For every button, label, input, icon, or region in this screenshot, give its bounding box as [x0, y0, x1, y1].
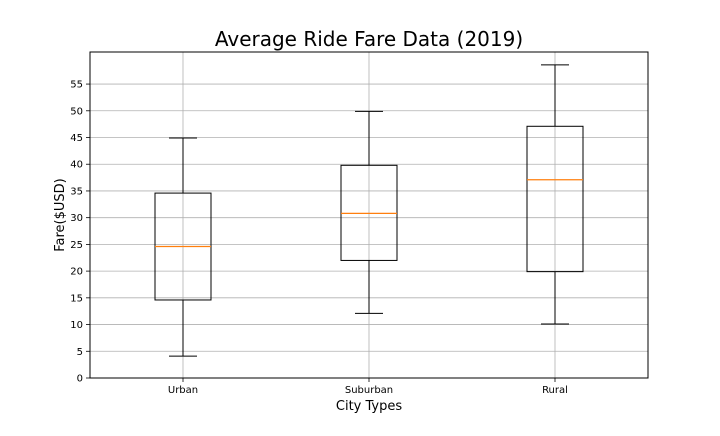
box-urban	[154, 137, 212, 357]
x-tick-label: Urban	[168, 385, 198, 396]
x-tick-label: Suburban	[345, 385, 393, 396]
x-tick-label: Rural	[542, 385, 568, 396]
box-layer	[154, 64, 584, 357]
interquartile-box	[526, 125, 584, 273]
tick-layer: 0 5 10 15 20 25 30 35 40 45 50 55 Urban Suburban Rural	[70, 80, 568, 396]
y-tick-label: 0	[77, 374, 83, 385]
y-tick-label: 15	[70, 293, 83, 304]
y-tick-label: 20	[70, 267, 83, 278]
y-tick-label: 40	[70, 160, 83, 171]
chart-title: Average Ride Fare Data (2019)	[215, 27, 523, 51]
y-tick-label: 25	[70, 240, 83, 251]
x-axis-title: City Types	[336, 399, 402, 414]
y-tick-label: 30	[70, 213, 83, 224]
box-suburban	[340, 110, 398, 314]
y-tick-label: 35	[70, 186, 83, 197]
plot-area-frame	[89, 51, 649, 379]
y-tick-label: 45	[70, 133, 83, 144]
y-tick-label: 5	[77, 347, 83, 358]
y-tick-label: 50	[70, 106, 83, 117]
y-tick-label: 10	[70, 320, 83, 331]
grid-layer	[90, 52, 648, 379]
y-tick-label: 55	[70, 80, 83, 91]
y-axis-title: Fare($USD)	[53, 178, 68, 252]
box-rural	[526, 64, 584, 325]
